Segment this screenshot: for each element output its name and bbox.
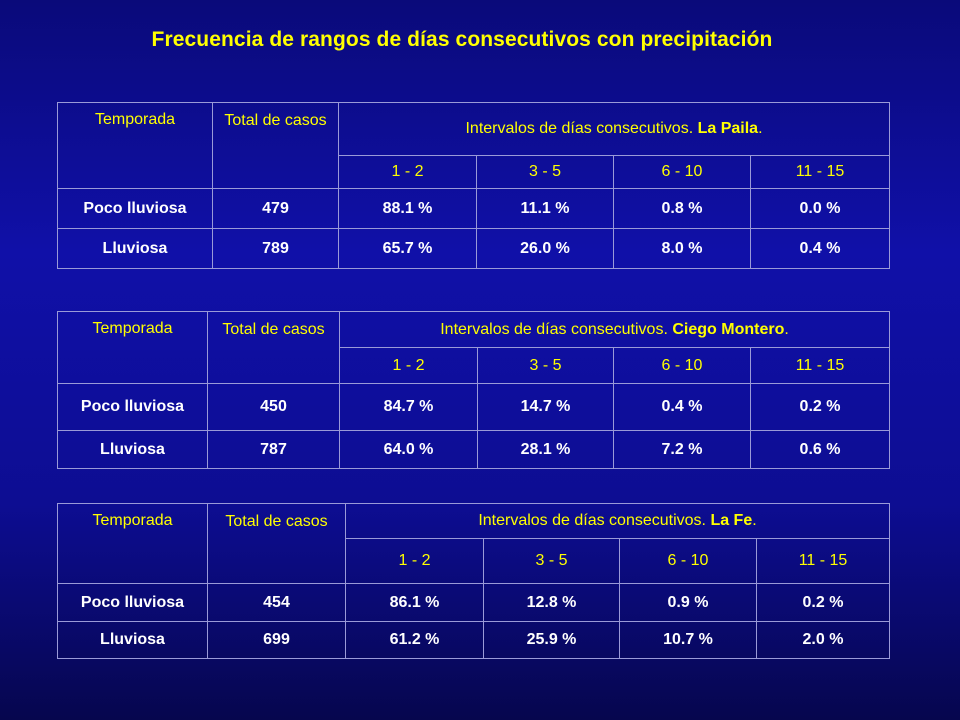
total-cell: 454: [207, 583, 346, 622]
range-header: 6 - 10: [613, 155, 751, 189]
header-intervals-prefix: Intervalos de días consecutivos.: [478, 512, 711, 529]
range-header: 1 - 2: [345, 538, 484, 584]
range-header: 11 - 15: [749, 347, 891, 384]
station-name: La Paila: [697, 120, 759, 137]
header-total-cases: Total de casos: [212, 102, 339, 189]
header-intervals: Intervalos de días consecutivos. La Pail…: [338, 102, 890, 156]
total-cell: 699: [207, 621, 346, 659]
value-cell: 12.8 %: [483, 583, 620, 622]
value-cell: 28.1 %: [477, 430, 614, 469]
table-row: Lluviosa 699 61.2 % 25.9 % 10.7 % 2.0 %: [57, 621, 890, 659]
station-name: La Fe: [710, 512, 753, 529]
value-cell: 26.0 %: [476, 228, 614, 269]
header-total-cases: Total de casos: [207, 311, 340, 384]
value-cell: 14.7 %: [477, 383, 614, 431]
total-cell: 787: [207, 430, 340, 469]
table-row: Lluviosa 787 64.0 % 28.1 % 7.2 % 0.6 %: [57, 430, 891, 469]
range-header: 6 - 10: [619, 538, 757, 584]
value-cell: 61.2 %: [345, 621, 484, 659]
table-row: Poco lluviosa 454 86.1 % 12.8 % 0.9 % 0.…: [57, 583, 890, 622]
range-header: 11 - 15: [756, 538, 890, 584]
value-cell: 0.8 %: [613, 188, 751, 229]
value-cell: 0.2 %: [756, 583, 890, 622]
value-cell: 0.6 %: [749, 430, 891, 469]
value-cell: 88.1 %: [338, 188, 477, 229]
season-cell: Poco lluviosa: [57, 188, 213, 229]
value-cell: 2.0 %: [756, 621, 890, 659]
value-cell: 0.0 %: [750, 188, 890, 229]
value-cell: 25.9 %: [483, 621, 620, 659]
frequency-table-la-paila: Temporada Total de casos Intervalos de d…: [57, 102, 890, 269]
header-intervals-suffix: .: [758, 120, 763, 137]
range-header: 1 - 2: [339, 347, 478, 384]
total-cell: 450: [207, 383, 340, 431]
value-cell: 86.1 %: [345, 583, 484, 622]
header-intervals-suffix: .: [752, 512, 757, 529]
value-cell: 65.7 %: [338, 228, 477, 269]
value-cell: 0.4 %: [750, 228, 890, 269]
table-row: Poco lluviosa 450 84.7 % 14.7 % 0.4 % 0.…: [57, 383, 891, 431]
range-header: 3 - 5: [476, 155, 614, 189]
table-row: Lluviosa 789 65.7 % 26.0 % 8.0 % 0.4 %: [57, 228, 890, 269]
value-cell: 7.2 %: [613, 430, 751, 469]
station-name: Ciego Montero: [672, 320, 785, 338]
header-intervals-suffix: .: [784, 320, 789, 338]
header-intervals: Intervalos de días consecutivos. La Fe.: [345, 503, 890, 539]
frequency-table-la-fe: Temporada Total de casos Intervalos de d…: [57, 503, 890, 659]
value-cell: 0.4 %: [613, 383, 751, 431]
table-row: Poco lluviosa 479 88.1 % 11.1 % 0.8 % 0.…: [57, 188, 890, 229]
season-cell: Lluviosa: [57, 228, 213, 269]
total-cell: 789: [212, 228, 339, 269]
header-season: Temporada: [57, 102, 213, 189]
season-cell: Poco lluviosa: [57, 383, 208, 431]
value-cell: 8.0 %: [613, 228, 751, 269]
season-cell: Lluviosa: [57, 621, 208, 659]
total-cell: 479: [212, 188, 339, 229]
range-header: 11 - 15: [750, 155, 890, 189]
value-cell: 64.0 %: [339, 430, 478, 469]
header-intervals-prefix: Intervalos de días consecutivos.: [465, 120, 698, 137]
page-title: Frecuencia de rangos de días consecutivo…: [151, 28, 773, 51]
range-header: 6 - 10: [613, 347, 751, 384]
header-intervals-prefix: Intervalos de días consecutivos.: [440, 320, 673, 338]
value-cell: 11.1 %: [476, 188, 614, 229]
value-cell: 0.2 %: [749, 383, 891, 431]
header-season: Temporada: [57, 311, 208, 384]
header-intervals: Intervalos de días consecutivos. Ciego M…: [338, 311, 891, 348]
header-season: Temporada: [57, 503, 208, 584]
range-header: 3 - 5: [483, 538, 620, 584]
range-header: 1 - 2: [338, 155, 477, 189]
header-total-cases: Total de casos: [207, 503, 346, 584]
value-cell: 84.7 %: [339, 383, 478, 431]
value-cell: 10.7 %: [619, 621, 757, 659]
value-cell: 0.9 %: [619, 583, 757, 622]
season-cell: Lluviosa: [57, 430, 208, 469]
frequency-table-ciego-montero: Temporada Total de casos Intervalos de d…: [57, 311, 891, 469]
season-cell: Poco lluviosa: [57, 583, 208, 622]
range-header: 3 - 5: [477, 347, 614, 384]
